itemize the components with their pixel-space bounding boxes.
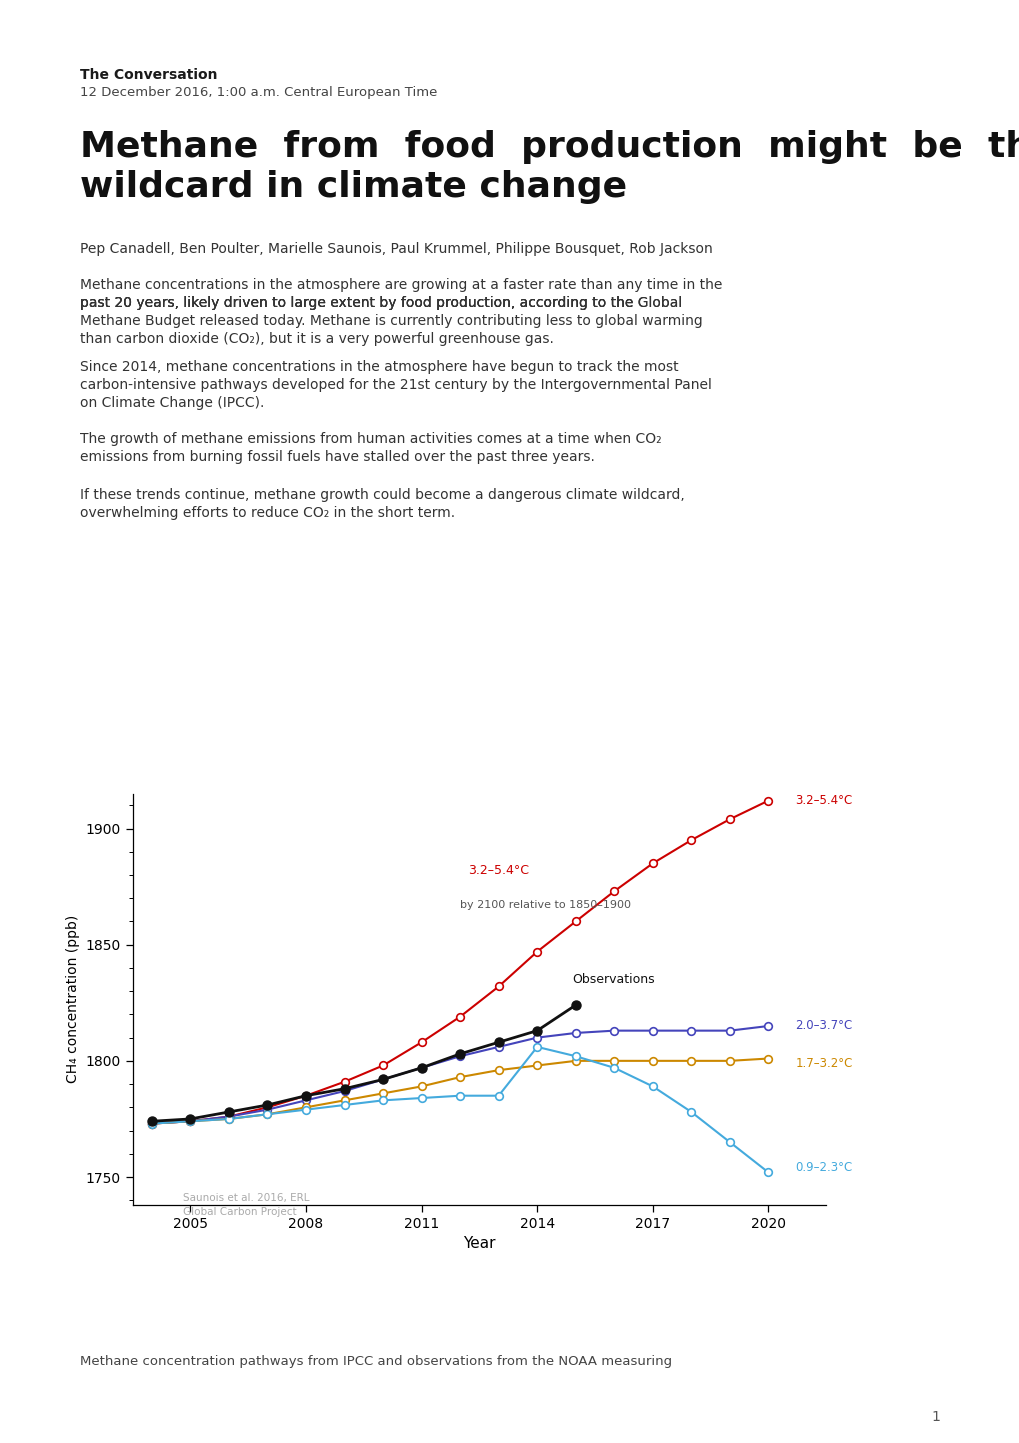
Text: 3.2–5.4°C: 3.2–5.4°C	[795, 794, 852, 807]
Y-axis label: CH₄ concentration (ppb): CH₄ concentration (ppb)	[66, 915, 79, 1084]
X-axis label: Year: Year	[463, 1237, 495, 1251]
Text: 3.2–5.4°C: 3.2–5.4°C	[468, 864, 528, 877]
Text: than carbon dioxide (CO₂), but it is a very powerful greenhouse gas.: than carbon dioxide (CO₂), but it is a v…	[79, 332, 553, 346]
Text: by 2100 relative to 1850–1900: by 2100 relative to 1850–1900	[460, 900, 631, 911]
Text: Methane  from  food  production  might  be  the  next: Methane from food production might be th…	[79, 130, 1019, 165]
Text: past 20 years, likely driven to large extent by food production, according to th: past 20 years, likely driven to large ex…	[79, 296, 682, 310]
Text: past 20 years, likely driven to large extent by food production, according to th: past 20 years, likely driven to large ex…	[79, 296, 682, 310]
Text: 1.7–3.2°C: 1.7–3.2°C	[795, 1056, 852, 1069]
Text: The Conversation: The Conversation	[79, 68, 217, 82]
Text: Methane concentrations in the atmosphere are growing at a faster rate than any t: Methane concentrations in the atmosphere…	[79, 278, 721, 291]
Text: past 20 years, likely driven to large extent by food production, according to th: past 20 years, likely driven to large ex…	[79, 296, 637, 310]
Text: Methane Budget released today. Methane is currently contributing less to global : Methane Budget released today. Methane i…	[79, 315, 702, 328]
Text: 1: 1	[930, 1410, 940, 1424]
Text: Observations: Observations	[572, 974, 654, 987]
Text: 12 December 2016, 1:00 a.m. Central European Time: 12 December 2016, 1:00 a.m. Central Euro…	[79, 87, 437, 100]
Text: Since 2014, methane concentrations in the atmosphere have begun to track the mos: Since 2014, methane concentrations in th…	[79, 359, 678, 374]
Text: Pep Canadell, Ben Poulter, Marielle Saunois, Paul Krummel, Philippe Bousquet, Ro: Pep Canadell, Ben Poulter, Marielle Saun…	[79, 242, 712, 255]
Text: Methane concentration pathways from IPCC and observations from the NOAA measurin: Methane concentration pathways from IPCC…	[79, 1355, 672, 1368]
Text: The growth of methane emissions from human activities comes at a time when CO₂: The growth of methane emissions from hum…	[79, 431, 661, 446]
Text: If these trends continue, methane growth could become a dangerous climate wildca: If these trends continue, methane growth…	[79, 488, 684, 502]
Text: wildcard in climate change: wildcard in climate change	[79, 170, 627, 203]
Text: overwhelming efforts to reduce CO₂ in the short term.: overwhelming efforts to reduce CO₂ in th…	[79, 506, 454, 519]
Text: 2.0–3.7°C: 2.0–3.7°C	[795, 1020, 852, 1033]
Text: 0.9–2.3°C: 0.9–2.3°C	[795, 1162, 852, 1175]
Text: Saunois et al. 2016, ERL
Global Carbon Project: Saunois et al. 2016, ERL Global Carbon P…	[182, 1193, 309, 1216]
Text: carbon-intensive pathways developed for the 21st century by the Intergovernmenta: carbon-intensive pathways developed for …	[79, 378, 711, 392]
Text: on Climate Change (IPCC).: on Climate Change (IPCC).	[79, 395, 264, 410]
Text: emissions from burning fossil fuels have stalled over the past three years.: emissions from burning fossil fuels have…	[79, 450, 594, 465]
